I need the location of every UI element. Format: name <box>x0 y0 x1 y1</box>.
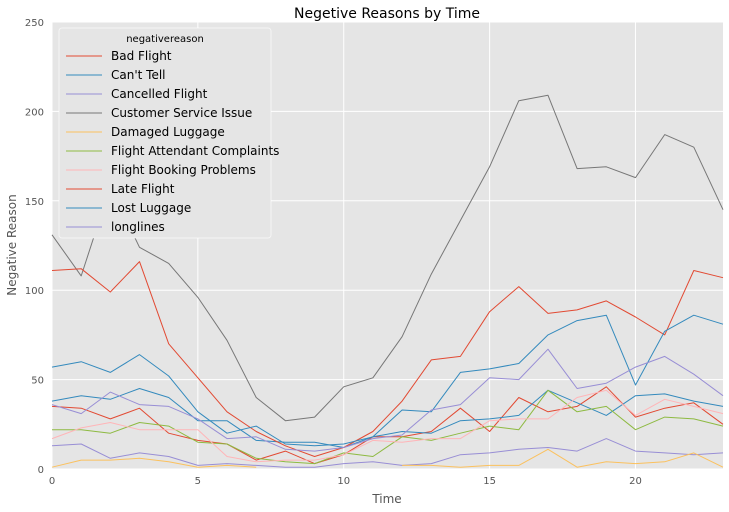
y-tick-label: 50 <box>31 376 44 387</box>
y-tick-label: 150 <box>25 197 44 208</box>
legend-label: Damaged Luggage <box>111 125 225 139</box>
x-tick-label: 5 <box>195 476 201 487</box>
legend-label: Customer Service Issue <box>111 106 252 120</box>
y-axis-label: Negative Reason <box>5 194 19 295</box>
chart-title: Negetive Reasons by Time <box>294 6 480 22</box>
series-line-can-t-tell <box>51 388 724 448</box>
series-line-cancelled-flight <box>51 438 724 468</box>
legend-item-can-t-tell: Can't Tell <box>66 68 166 82</box>
legend-item-cancelled-flight: Cancelled Flight <box>66 87 208 101</box>
series-line-longlines <box>51 348 724 452</box>
legend-label: Bad Flight <box>111 49 172 63</box>
legend-box <box>58 27 272 239</box>
y-tick-label: 0 <box>38 465 44 476</box>
legend-label: longlines <box>111 220 165 234</box>
legend-item-late-flight: Late Flight <box>66 182 175 196</box>
legend-label: Can't Tell <box>111 68 166 82</box>
legend-item-lost-luggage: Lost Luggage <box>66 201 191 215</box>
series-line-flight-booking-problems <box>51 389 724 463</box>
series-line-flight-attendant-complaints <box>52 389 724 465</box>
legend-label: Cancelled Flight <box>111 87 208 101</box>
y-tick-label: 100 <box>25 286 44 297</box>
legend-item-longlines: longlines <box>66 220 165 234</box>
legend: negativereason Bad Flight Can't Tell Cance… <box>58 27 279 239</box>
series-line-lost-luggage <box>51 314 724 447</box>
series-line-damaged-luggage <box>51 448 724 468</box>
x-axis-label: Time <box>371 492 401 506</box>
series-line-late-flight <box>51 261 724 457</box>
series-line-customer-service-issue <box>51 94 724 422</box>
legend-title: negativereason <box>126 34 204 45</box>
x-axis-ticks: 0 5 10 15 20 <box>49 476 642 487</box>
x-tick-label: 0 <box>49 476 55 487</box>
legend-item-damaged-luggage: Damaged Luggage <box>66 125 225 139</box>
x-tick-label: 20 <box>629 476 642 487</box>
legend-item-customer-service-issue: Customer Service Issue <box>66 106 252 120</box>
legend-label: Lost Luggage <box>111 201 191 215</box>
x-tick-label: 10 <box>337 476 350 487</box>
legend-item-flight-attendant-complaints: Flight Attendant Complaints <box>66 144 279 158</box>
legend-label: Late Flight <box>111 182 175 196</box>
legend-label: Flight Attendant Complaints <box>111 144 279 158</box>
legend-item-bad-flight: Bad Flight <box>66 49 172 63</box>
x-tick-label: 15 <box>483 476 496 487</box>
series-lines <box>51 94 724 468</box>
legend-item-flight-booking-problems: Flight Booking Problems <box>66 163 256 177</box>
y-tick-label: 250 <box>25 18 44 29</box>
y-tick-label: 200 <box>25 107 44 118</box>
legend-label: Flight Booking Problems <box>111 163 256 177</box>
y-axis-ticks: 0 50 100 150 200 250 <box>25 18 44 476</box>
